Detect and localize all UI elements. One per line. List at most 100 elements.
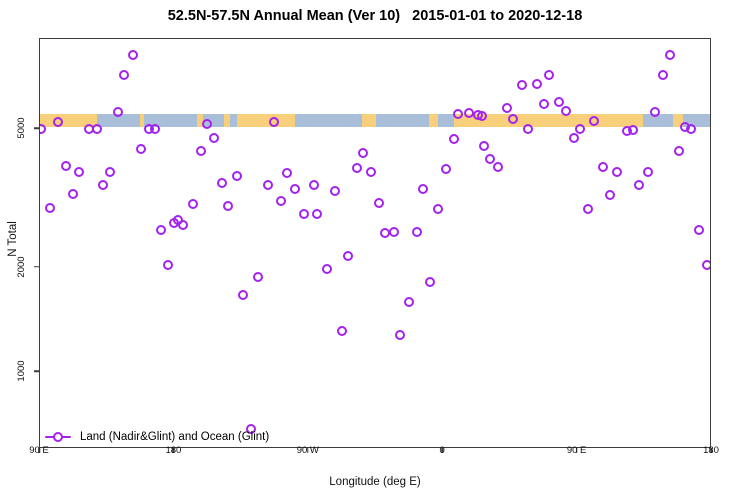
x-tick-label: 90 E bbox=[566, 445, 587, 456]
data-point-marker bbox=[478, 141, 489, 152]
x-tick-label: 180 bbox=[165, 445, 182, 456]
map-band-segment-ocean bbox=[144, 113, 198, 127]
data-point-marker bbox=[463, 107, 474, 118]
data-point-marker bbox=[262, 179, 273, 190]
legend-circle-marker-icon bbox=[53, 432, 63, 442]
data-point-marker bbox=[643, 167, 654, 178]
data-point-marker bbox=[702, 259, 710, 270]
data-point-marker bbox=[52, 116, 63, 127]
y-tick-mark bbox=[34, 127, 39, 129]
data-point-marker bbox=[322, 263, 333, 274]
data-point-marker bbox=[155, 225, 166, 236]
data-point-marker bbox=[448, 133, 459, 144]
data-point-marker bbox=[223, 201, 234, 212]
data-point-marker bbox=[597, 161, 608, 172]
map-band-segment-land bbox=[362, 113, 376, 127]
data-point-marker bbox=[290, 183, 301, 194]
data-point-marker bbox=[649, 106, 660, 117]
data-point-marker bbox=[440, 163, 451, 174]
data-point-marker bbox=[298, 208, 309, 219]
data-point-marker bbox=[477, 110, 488, 121]
map-band-segment-ocean bbox=[97, 113, 140, 127]
data-point-marker bbox=[343, 251, 354, 262]
data-point-marker bbox=[553, 97, 564, 108]
data-point-marker bbox=[673, 145, 684, 156]
data-point-marker bbox=[238, 290, 249, 301]
data-point-marker bbox=[232, 170, 243, 181]
data-point-marker bbox=[403, 296, 414, 307]
data-point-marker bbox=[104, 166, 115, 177]
data-point-marker bbox=[531, 78, 542, 89]
chart-title: 52.5N-57.5N Annual Mean (Ver 10) 2015-01… bbox=[167, 8, 583, 24]
x-tick-mark bbox=[441, 448, 443, 453]
data-point-marker bbox=[453, 108, 464, 119]
data-point-marker bbox=[411, 227, 422, 238]
data-point-marker bbox=[352, 162, 363, 173]
data-point-marker bbox=[611, 167, 622, 178]
data-point-marker bbox=[209, 132, 220, 143]
x-tick-mark bbox=[710, 448, 712, 453]
data-point-marker bbox=[425, 277, 436, 288]
data-point-marker bbox=[484, 153, 495, 164]
data-point-marker bbox=[136, 143, 147, 154]
data-point-marker bbox=[282, 168, 293, 179]
map-band-segment-ocean bbox=[375, 113, 430, 127]
y-tick-mark bbox=[34, 265, 39, 268]
x-tick-label: 0 bbox=[439, 445, 445, 456]
data-point-marker bbox=[582, 203, 593, 214]
map-band-segment-ocean bbox=[295, 113, 363, 127]
x-tick-mark bbox=[575, 448, 578, 453]
map-band-segment-land bbox=[237, 113, 296, 127]
plot-wrap: Land (Nadir&Glint) and Ocean (Glint) 90 … bbox=[16, 38, 719, 456]
legend-label: Land (Nadir&Glint) and Ocean (Glint) bbox=[80, 431, 270, 443]
data-point-marker bbox=[501, 102, 512, 113]
map-band-segment-land bbox=[139, 113, 145, 127]
data-point-marker bbox=[693, 225, 704, 236]
data-point-marker bbox=[433, 203, 444, 214]
land-ocean-map-band bbox=[40, 113, 710, 127]
map-band-segment-ocean bbox=[438, 113, 454, 127]
data-point-marker bbox=[516, 79, 527, 90]
x-tick-mark bbox=[307, 448, 309, 453]
data-point-marker bbox=[61, 160, 72, 171]
data-point-marker bbox=[195, 145, 206, 156]
legend-line bbox=[45, 432, 71, 442]
map-band-segment-land bbox=[429, 113, 439, 127]
data-point-marker bbox=[97, 179, 108, 190]
data-point-marker bbox=[588, 115, 599, 126]
y-axis-title: N Total bbox=[7, 221, 19, 257]
legend: Land (Nadir&Glint) and Ocean (Glint) bbox=[45, 429, 269, 445]
x-axis-title: Longitude (deg E) bbox=[329, 476, 421, 488]
map-band-segment-land bbox=[672, 113, 684, 127]
data-point-marker bbox=[177, 219, 188, 230]
data-point-marker bbox=[560, 105, 571, 116]
data-point-marker bbox=[337, 326, 348, 337]
map-band-segment-ocean bbox=[683, 113, 710, 127]
data-point-marker bbox=[201, 118, 212, 129]
data-point-marker bbox=[658, 69, 669, 80]
data-point-marker bbox=[418, 183, 429, 194]
data-point-marker bbox=[508, 113, 519, 124]
map-band-segment-land bbox=[197, 113, 204, 127]
data-point-marker bbox=[91, 124, 102, 135]
map-band-segment-ocean bbox=[643, 113, 673, 127]
x-tick-label: 180 bbox=[703, 445, 719, 456]
data-point-marker bbox=[188, 198, 199, 209]
data-point-marker bbox=[40, 123, 47, 134]
data-point-marker bbox=[575, 123, 586, 134]
x-tick-label: 90 W bbox=[296, 445, 319, 456]
data-point-marker bbox=[394, 329, 405, 340]
data-point-marker bbox=[253, 272, 264, 283]
data-point-marker bbox=[568, 132, 579, 143]
data-point-marker bbox=[389, 226, 400, 237]
data-point-marker bbox=[276, 195, 287, 206]
data-point-marker bbox=[329, 186, 340, 197]
data-point-marker bbox=[685, 123, 696, 134]
x-tick-mark bbox=[38, 448, 40, 453]
x-tick-mark bbox=[172, 448, 175, 453]
data-point-marker bbox=[664, 49, 675, 60]
data-point-marker bbox=[633, 179, 644, 190]
plot-area: Land (Nadir&Glint) and Ocean (Glint) bbox=[39, 38, 711, 448]
data-point-marker bbox=[538, 99, 549, 110]
